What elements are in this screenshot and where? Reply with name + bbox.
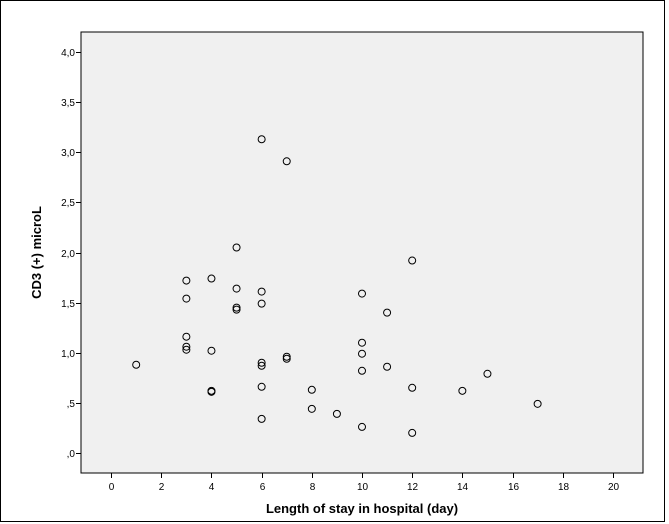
data-point [332,409,341,418]
y-axis-title: CD3 (+) microL [29,206,44,299]
data-point [408,256,417,265]
data-point [383,308,392,317]
data-point [358,349,366,358]
data-point [257,382,266,391]
x-tick-label: 18 [558,482,570,493]
data-point [257,414,266,423]
x-axis-title: Length of stay in hospital (day) [266,501,458,516]
x-tick-label: 12 [407,482,419,493]
x-tick-label: 20 [608,482,620,493]
data-point [207,387,216,396]
data-point [232,303,241,312]
data-point [207,346,216,355]
x-tick-label: 0 [109,482,115,493]
data-point [182,332,191,341]
data-point [182,294,191,303]
data-point [182,342,191,351]
y-tick-label: 1,5 [61,299,75,310]
x-tick-label: 8 [310,482,316,493]
data-point [408,428,417,437]
data-point [483,369,492,378]
y-tick-label: ,5 [67,399,76,410]
data-point [282,352,291,361]
y-tick-label: 2,0 [61,249,75,260]
data-point [282,157,291,166]
x-tick-label: 4 [209,482,215,493]
data-point [232,305,241,314]
data-point [533,399,542,408]
y-tick-label: 3,5 [61,98,75,109]
data-point [307,385,316,394]
data-point [257,135,266,144]
plot-area [80,31,644,474]
x-tick-label: 16 [508,482,520,493]
data-point [458,386,467,395]
data-points [132,135,542,437]
data-point [232,243,241,252]
data-point [257,358,266,367]
data-point [257,299,266,308]
data-point [383,362,392,371]
x-tick-label: 2 [159,482,165,493]
y-tick-label: 1,0 [61,349,75,360]
x-tick-label: 6 [260,482,266,493]
y-tick-label: ,0 [67,449,76,460]
data-point [257,361,266,370]
data-point [358,366,366,375]
data-point [207,274,216,283]
data-point [408,383,417,392]
data-point [307,404,316,413]
y-tick-label: 2,5 [61,198,75,209]
data-point [257,287,266,296]
data-point [358,422,366,431]
data-point [132,360,141,369]
data-point [182,345,191,354]
data-point [358,289,366,298]
y-axis: ,0 ,5 1,0 1,5 2,0 2,5 3,0 3,5 4,0 [61,48,81,460]
x-tick-label: 10 [357,482,369,493]
y-tick-label: 3,0 [61,148,75,159]
data-point [232,284,241,293]
x-axis: 0 2 4 6 8 10 12 14 16 18 20 [109,473,620,493]
x-tick-label: 14 [457,482,469,493]
data-point [182,276,191,285]
data-point [282,354,291,363]
data-point [358,338,366,347]
y-tick-label: 4,0 [61,48,75,59]
